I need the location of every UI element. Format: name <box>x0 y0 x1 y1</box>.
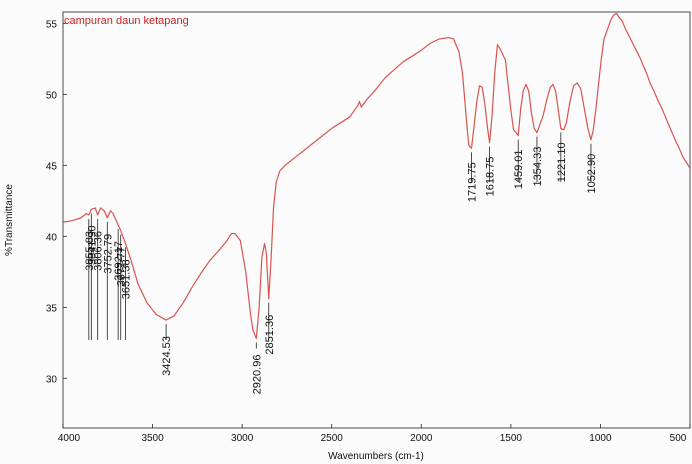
x-tick-label: 1000 <box>589 433 612 444</box>
peak-label: 1354.33 <box>532 147 544 187</box>
y-tick-label: 50 <box>46 90 58 101</box>
series-layer <box>62 12 691 340</box>
peak-label: 3855.83 <box>84 231 96 271</box>
peak-label: 2851.36 <box>264 315 276 355</box>
x-tick-label: 2000 <box>410 433 433 444</box>
peak-label: 3424.53 <box>161 336 173 376</box>
axis-ticks: 4000 3500 3000 2500 2000 1500 1000 500 30 35 40 45 5… <box>46 19 691 444</box>
peak-label: 3841.90 <box>86 225 98 265</box>
peak-label: 3806.36 <box>93 231 105 271</box>
x-tick-label: 4000 <box>58 433 81 444</box>
x-tick-label: 500 <box>670 433 687 444</box>
y-tick-label: 30 <box>46 374 58 385</box>
peak-label: 1459.01 <box>513 150 525 190</box>
chart-title: campuran daun ketapang <box>64 15 189 27</box>
peak-label: 3752.79 <box>102 234 114 274</box>
peak-label: 2920.96 <box>251 355 263 395</box>
x-tick-label: 3000 <box>231 433 254 444</box>
x-axis-title: Wavenumbers (cm-1) <box>328 451 424 462</box>
peak-label: 1719.75 <box>466 162 478 202</box>
y-tick-label: 35 <box>46 303 58 314</box>
peak-label: 1221.10 <box>556 142 568 182</box>
peak-leaders <box>88 132 592 349</box>
y-tick-label: 55 <box>46 19 58 30</box>
peak-label: 3651.38 <box>120 259 132 299</box>
x-tick-label: 3500 <box>141 433 164 444</box>
plot-area <box>62 11 691 429</box>
peak-label: 1052.90 <box>586 154 598 194</box>
y-tick-label: 40 <box>46 232 58 243</box>
y-tick-label: 45 <box>46 161 58 172</box>
y-axis-title: %Transmittance <box>4 184 15 256</box>
spectrum-line <box>62 12 691 340</box>
x-tick-label: 1500 <box>500 433 523 444</box>
x-tick-label: 2500 <box>321 433 344 444</box>
peak-label: 3692.17 <box>113 241 125 281</box>
peak-label: 3677.77 <box>116 247 128 287</box>
peak-label: 1618.75 <box>485 157 497 197</box>
